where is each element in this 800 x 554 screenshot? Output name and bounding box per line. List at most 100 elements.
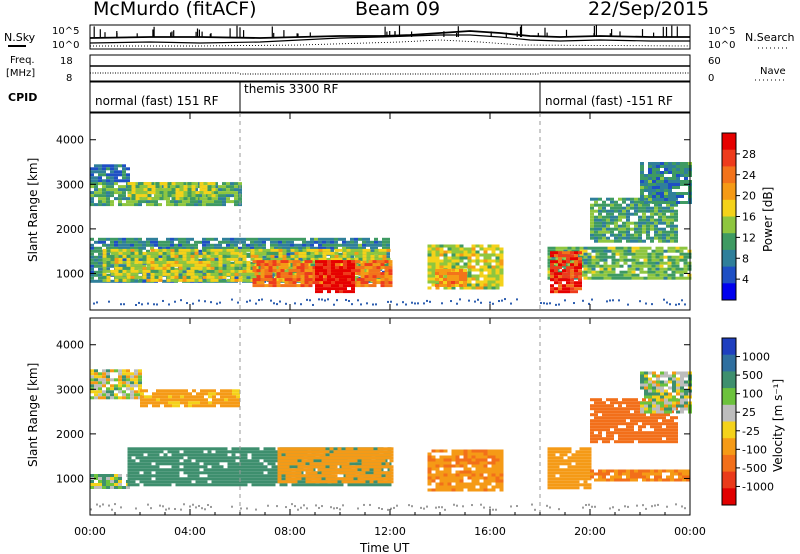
heatmap-cell [608, 250, 612, 253]
heatmap-cell [650, 207, 654, 210]
heatmap-cell [211, 261, 215, 264]
heatmap-cell [195, 279, 199, 282]
heatmap-cell [151, 270, 155, 273]
heatmap-cell [114, 238, 118, 241]
heatmap-cell [674, 210, 678, 213]
heatmap-cell [210, 301, 212, 303]
heatmap-cell [373, 281, 377, 284]
heatmap-cell [576, 247, 580, 250]
heatmap-cell [222, 188, 226, 191]
heatmap-cell [172, 182, 176, 185]
heatmap-cell [608, 256, 612, 259]
heatmap-cell [130, 244, 134, 247]
heatmap-cell [184, 392, 188, 395]
heatmap-cell [198, 300, 200, 302]
heatmap-cell [219, 273, 223, 276]
heatmap-cell [224, 483, 228, 486]
colorbar-swatch [722, 166, 736, 183]
heatmap-cell [246, 238, 250, 241]
heatmap-cell [305, 269, 309, 272]
heatmap-cell [375, 249, 379, 252]
heatmap-cell [126, 486, 130, 489]
nsky-tick-bottom: 10^0 [52, 40, 79, 51]
heatmap-cell [654, 219, 658, 222]
heatmap-cell [588, 247, 592, 250]
heatmap-cell [172, 404, 176, 407]
heatmap-cell [210, 200, 214, 203]
heatmap-cell [224, 459, 228, 462]
heatmap-cell [286, 465, 290, 468]
heatmap-cell [303, 255, 307, 258]
heatmap-cell [327, 263, 331, 266]
heatmap-cell [136, 471, 140, 474]
heatmap-cell [265, 269, 269, 272]
heatmap-cell [184, 459, 188, 462]
heatmap-cell [200, 401, 204, 404]
heatmap-cell [262, 241, 266, 244]
heatmap-cell [144, 450, 148, 453]
heatmap-cell [106, 369, 110, 372]
heatmap-cell [208, 182, 212, 185]
heatmap-cell [236, 401, 240, 404]
heatmap-cell [142, 200, 146, 203]
heatmap-cell [562, 290, 566, 293]
heatmap-cell [118, 197, 122, 200]
heatmap-cell [386, 238, 390, 241]
heatmap-cell [138, 369, 142, 372]
heatmap-cell [110, 185, 114, 188]
heatmap-cell [622, 201, 626, 204]
heatmap-cell [352, 462, 356, 465]
heatmap-cell [290, 244, 294, 247]
heatmap-cell [192, 188, 196, 191]
heatmap-cell [194, 203, 198, 206]
heatmap-cell [138, 244, 142, 247]
heatmap-cell [301, 278, 305, 281]
heatmap-cell [212, 483, 216, 486]
heatmap-cell [452, 251, 456, 254]
heatmap-cell [640, 162, 644, 165]
heatmap-cell [273, 260, 277, 263]
heatmap-cell [230, 244, 234, 247]
heatmap-cell [668, 165, 672, 168]
heatmap-cell [644, 180, 648, 183]
heatmap-cell [354, 238, 358, 241]
heatmap-cell [351, 284, 355, 287]
heatmap-cell [432, 254, 436, 257]
heatmap-cell [574, 269, 578, 272]
heatmap-cell [167, 258, 171, 261]
heatmap-cell [264, 459, 268, 462]
heatmap-cell [98, 256, 102, 259]
heatmap-cell [232, 456, 236, 459]
heatmap-cell [472, 287, 476, 290]
heatmap-cell [196, 465, 200, 468]
heatmap-cell [212, 465, 216, 468]
heatmap-cell [200, 480, 204, 483]
heatmap-cell [574, 251, 578, 254]
heatmap-cell [187, 279, 191, 282]
heatmap-cell [107, 261, 111, 264]
heatmap-cell [218, 194, 222, 197]
heatmap-cell [658, 231, 662, 234]
heatmap-cell [339, 269, 343, 272]
heatmap-cell [292, 483, 296, 486]
heatmap-cell [432, 272, 436, 275]
heatmap-cell [136, 450, 140, 453]
heatmap-cell [456, 266, 460, 269]
heatmap-cell [428, 275, 432, 278]
heatmap-cell [166, 200, 170, 203]
heatmap-cell [175, 249, 179, 252]
heatmap-cell [140, 197, 144, 200]
heatmap-cell [267, 255, 271, 258]
heatmap-cell [285, 275, 289, 278]
heatmap-cell [142, 241, 146, 244]
heatmap-cell [663, 299, 665, 301]
heatmap-cell [226, 241, 230, 244]
heatmap-cell [212, 471, 216, 474]
heatmap-cell [150, 241, 154, 244]
heatmap-cell [186, 238, 190, 241]
heatmap-cell [455, 281, 459, 284]
heatmap-cell [291, 249, 295, 252]
heatmap-cell [295, 252, 299, 255]
heatmap-cell [244, 483, 248, 486]
heatmap-cell [191, 273, 195, 276]
